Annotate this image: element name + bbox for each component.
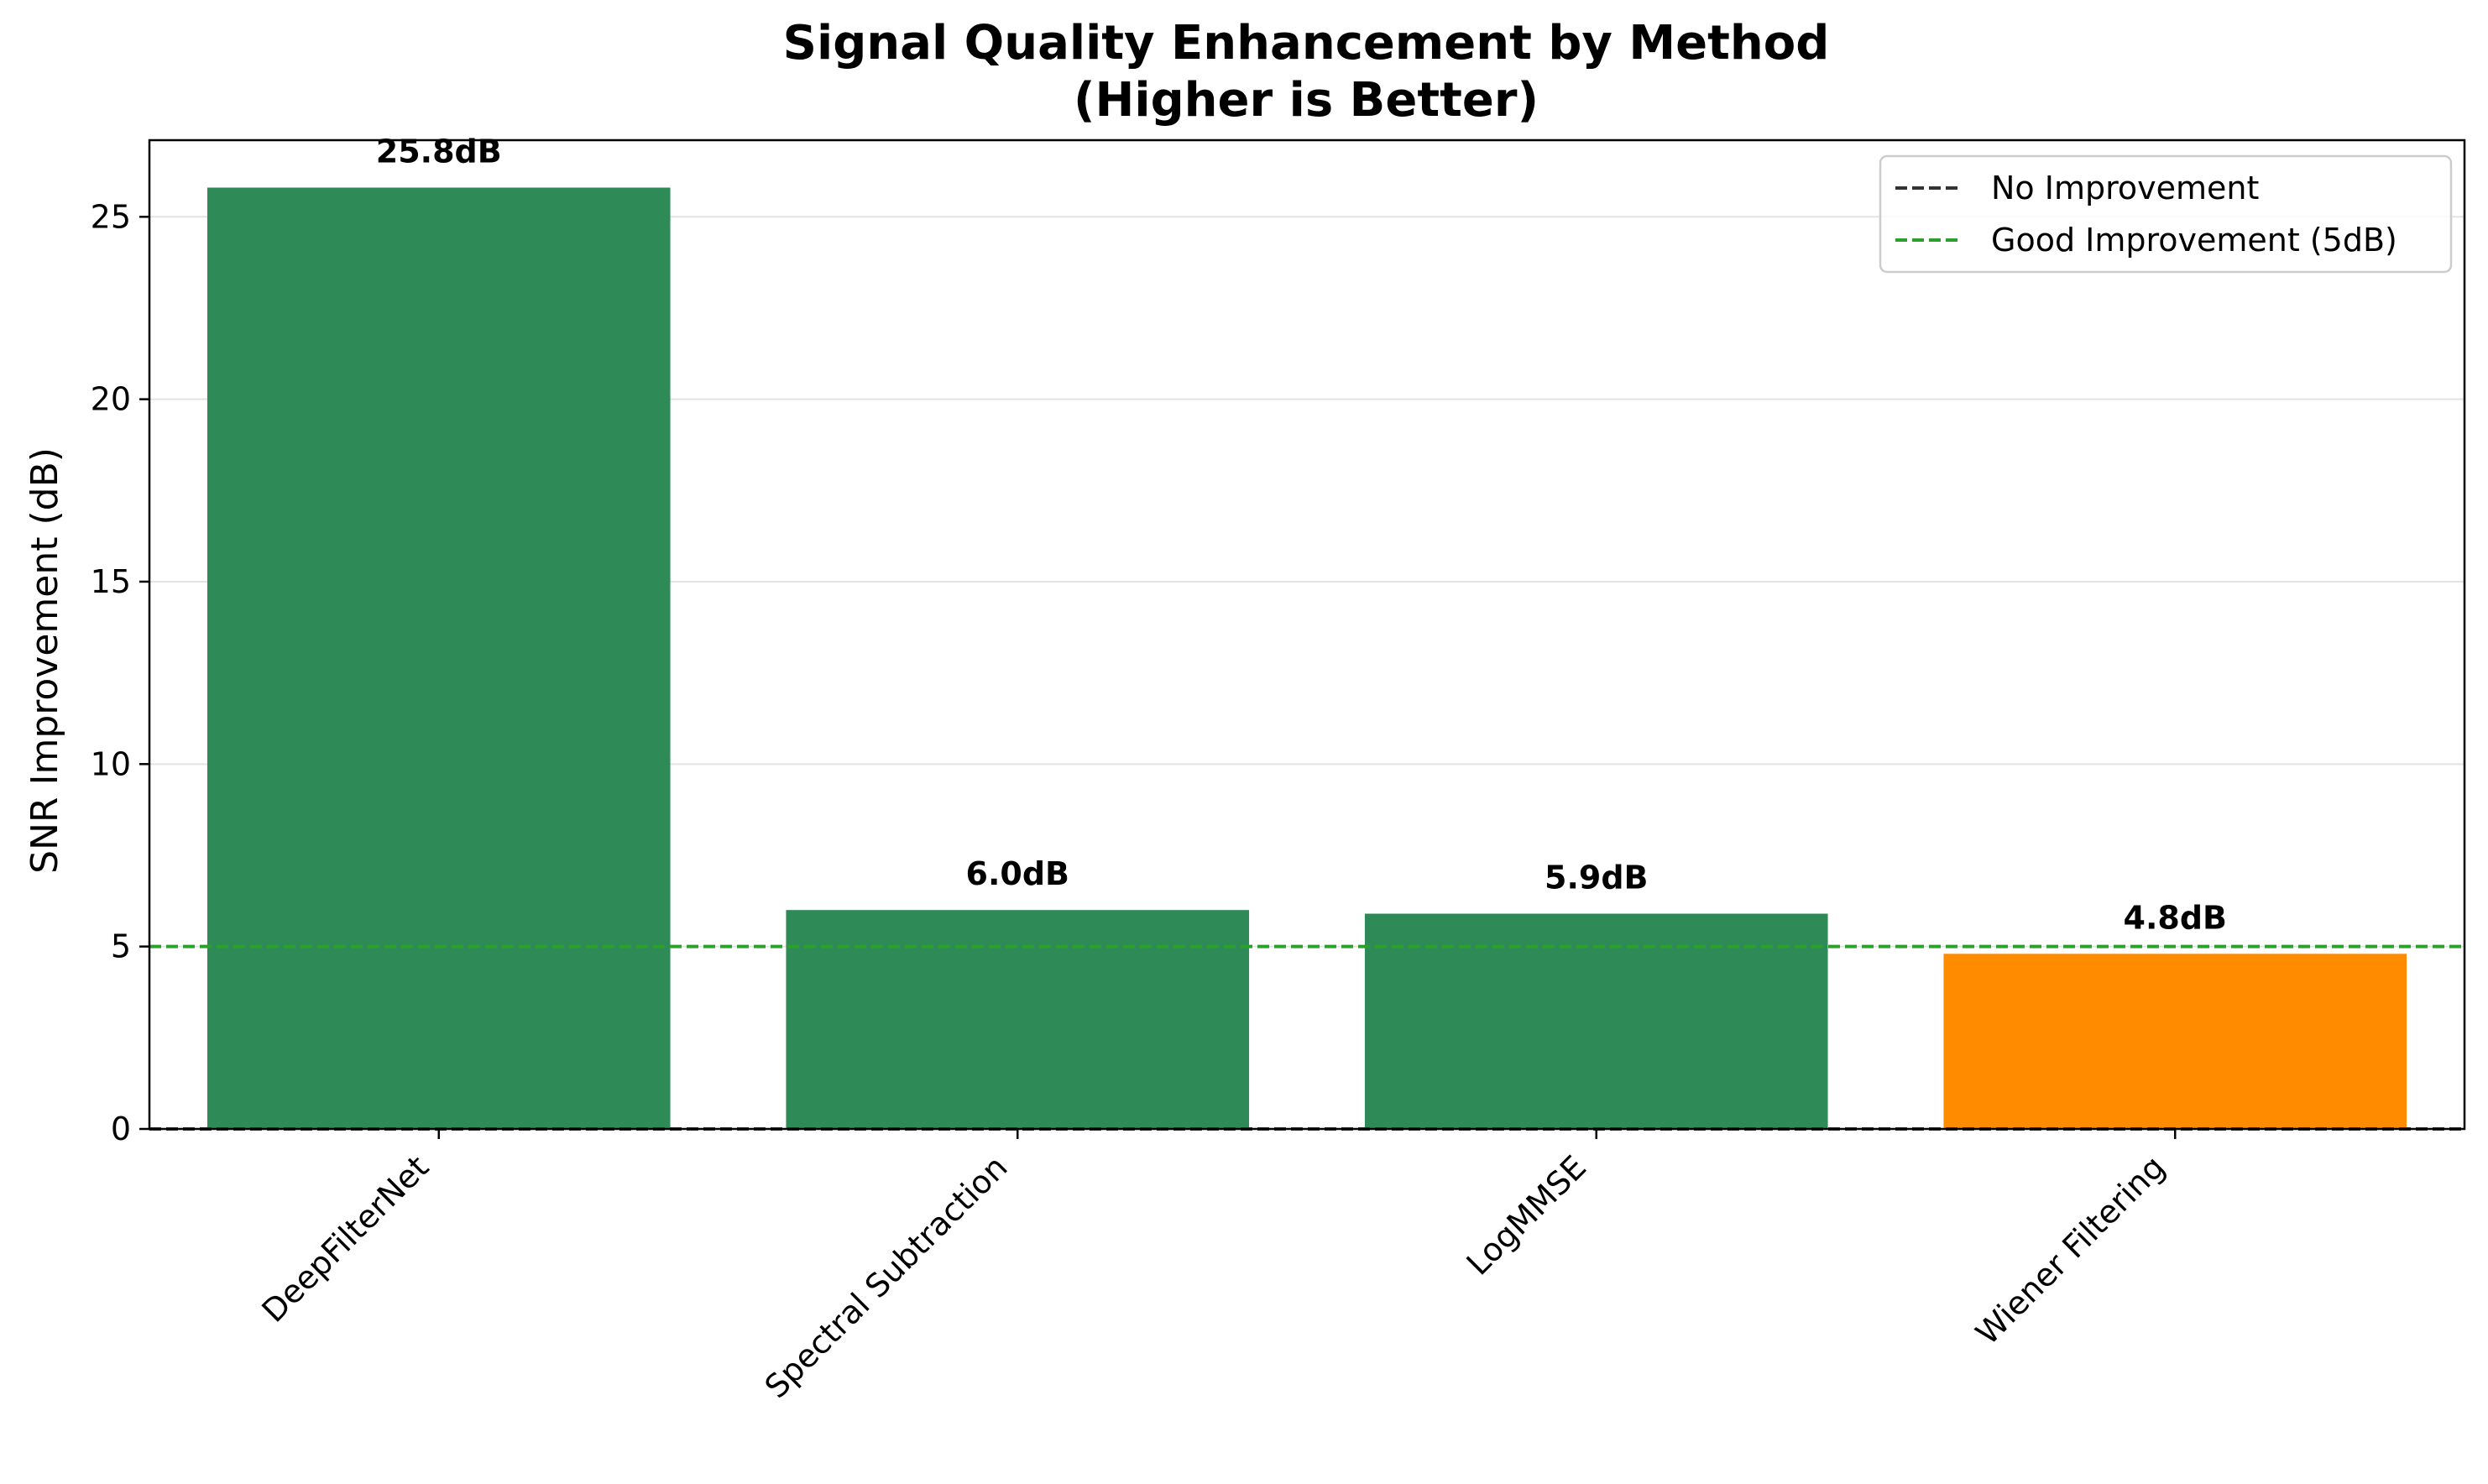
y-tick-label: 10 [91, 745, 131, 782]
chart-title: Signal Quality Enhancement by Method [783, 16, 1830, 71]
legend-label-good-improvement: Good Improvement (5dB) [1991, 222, 2397, 259]
x-tick-label: LogMMSE [1460, 1148, 1594, 1283]
bar-value-label: 4.8dB [2124, 899, 2227, 936]
y-tick-label: 15 [91, 563, 131, 600]
x-tick-label: Spectral Subtraction [758, 1148, 1015, 1405]
bar [1943, 954, 2407, 1129]
y-axis-ticks: 0 5 10 15 20 25 [91, 198, 149, 1147]
plot-frame [148, 138, 2466, 1131]
bars [206, 187, 2407, 1129]
y-tick-label: 20 [91, 381, 131, 418]
bar [1364, 913, 1828, 1129]
bar [786, 910, 1250, 1129]
bar-value-label: 6.0dB [966, 855, 1069, 892]
bar-value-label: 25.8dB [376, 133, 502, 170]
bar [206, 187, 671, 1129]
legend-box [1879, 154, 2453, 274]
x-tick-label: DeepFilterNet [254, 1148, 436, 1330]
legend: No Improvement Good Improvement (5dB) [1879, 154, 2453, 274]
legend-label-no-improvement: No Improvement [1991, 170, 2259, 206]
x-axis-ticks: DeepFilterNet Spectral Subtraction LogMMSE… [254, 1129, 2177, 1405]
y-axis-label: SNR Improvement (dB) [24, 447, 66, 874]
bar-value-label: 5.9dB [1545, 860, 1648, 896]
y-tick-label: 5 [111, 928, 131, 965]
chart-subtitle: (Higher is Better) [1074, 73, 1539, 128]
y-tick-label: 0 [111, 1110, 131, 1147]
y-tick-label: 25 [91, 198, 131, 235]
x-tick-label: Wiener Filtering [1968, 1148, 2172, 1351]
